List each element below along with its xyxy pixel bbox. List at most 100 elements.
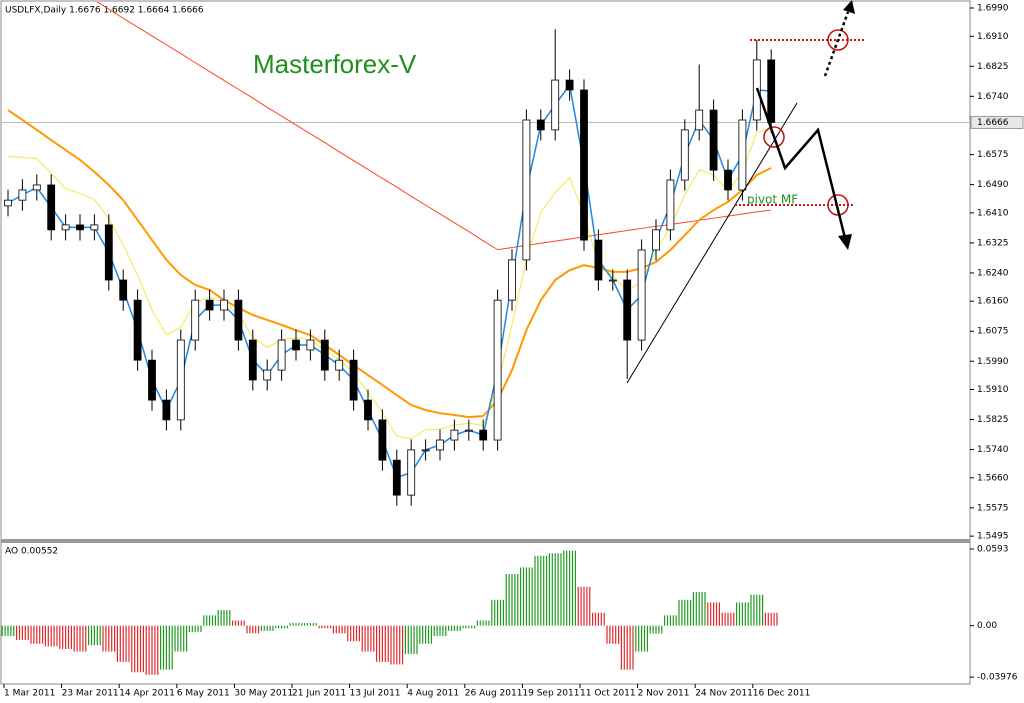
y-tick-label: 1.6910: [977, 32, 1009, 42]
candle-body: [436, 439, 444, 451]
annotation: pivot MF: [747, 193, 798, 207]
candle-body: [637, 249, 646, 341]
candle-body: [148, 359, 156, 401]
candle-body: [666, 179, 675, 231]
x-tick-label: 23 Mar 2011: [62, 689, 119, 699]
x-tick-label: 30 May 2011: [234, 689, 293, 699]
candle-body: [90, 224, 99, 231]
candle-body: [522, 119, 531, 261]
y-tick-label: 1.6825: [977, 62, 1009, 72]
ao-title: AO 0.00552: [5, 547, 58, 557]
y-tick-label: 1.5740: [977, 445, 1009, 455]
arrow-head: [838, 234, 852, 250]
candle-body: [349, 359, 358, 401]
x-tick-label: 1 Mar 2011: [4, 689, 55, 699]
candle-body: [47, 184, 56, 231]
y-tick-label: 1.5825: [977, 415, 1009, 425]
frame: [0, 0, 971, 685]
y-tick-label: 1.6990: [977, 4, 1009, 14]
candle-body: [4, 199, 12, 207]
candle-body: [594, 239, 603, 281]
candle-body: [738, 119, 747, 191]
candle-body: [32, 184, 41, 191]
y-tick-label: 1.6325: [977, 238, 1009, 248]
candle-body: [464, 429, 473, 432]
candle-body: [205, 299, 214, 311]
last-price-box: [970, 115, 1024, 129]
candle-body: [364, 399, 372, 421]
candle-body: [724, 169, 732, 191]
candle-body: [652, 229, 660, 251]
x-tick-label: 19 Sep 2011: [522, 689, 579, 699]
chart-title: USDLFX,Daily 1.6676 1.6692 1.6664 1.6666: [5, 6, 204, 16]
candle-body: [162, 399, 171, 421]
candle-body: [551, 79, 560, 131]
candle-body: [450, 429, 459, 441]
candle-body: [536, 119, 545, 131]
y-tick-label: 1.6490: [977, 180, 1009, 190]
forecast-arrow: [755, 87, 847, 239]
candle-body: [104, 224, 113, 281]
candle-body: [479, 429, 488, 441]
ao-pane: [1, 550, 778, 675]
candle-body: [695, 109, 704, 131]
candle-body: [680, 129, 689, 181]
x-tick-label: 6 May 2011: [177, 689, 230, 699]
last-price-label: 1.6666: [977, 118, 1009, 128]
drawings: [626, 0, 866, 384]
candle-body: [133, 299, 142, 361]
candle-body: [191, 299, 200, 341]
candle-body: [508, 259, 516, 301]
arrow-head: [843, 0, 855, 14]
price-pane: [0, 2, 970, 506]
y-tick-label: 1.6160: [977, 297, 1009, 307]
y-tick-label: 0.00: [977, 621, 997, 631]
candle-body: [335, 359, 344, 371]
candle-body: [306, 339, 315, 351]
x-tick-label: 4 Aug 2011: [407, 689, 459, 699]
x-tick-label: 16 Dec 2011: [753, 689, 811, 699]
moving-average: [96, 2, 772, 251]
candle-body: [234, 299, 243, 341]
y-tick-label: 1.5660: [977, 473, 1009, 483]
candle-body: [421, 449, 430, 452]
candle-body: [176, 339, 185, 421]
candle-body: [709, 109, 718, 171]
annotation: Masterforex-V: [253, 49, 417, 79]
y-tick-label: 1.5910: [977, 385, 1009, 395]
y-tick-label: 1.6240: [977, 268, 1009, 278]
y-tick-label: 1.5495: [977, 532, 1009, 542]
x-tick-label: 11 Oct 2011: [580, 689, 636, 699]
candle-body: [565, 79, 574, 91]
pane-separator: [1, 539, 970, 543]
candle-body: [119, 279, 128, 301]
circle-marker: [763, 126, 785, 148]
candle-body: [248, 339, 257, 381]
candle-body: [76, 224, 84, 231]
candle-body: [18, 189, 27, 201]
y-tick-label: 1.5990: [977, 357, 1009, 367]
candle-body: [220, 299, 228, 311]
y-tick-label: 1.6740: [977, 92, 1009, 102]
x-tick-label: 24 Nov 2011: [695, 689, 753, 699]
y-tick-label: -0.03976: [977, 673, 1018, 683]
candle-body: [320, 339, 329, 371]
candle-body: [493, 299, 502, 441]
candle-body: [623, 279, 632, 341]
candle-body: [580, 89, 588, 241]
candle-body: [61, 224, 70, 231]
x-tick-label: 26 Aug 2011: [465, 689, 523, 699]
candle-body: [378, 419, 387, 461]
candle-body: [277, 339, 286, 371]
y-tick-label: 0.0593: [977, 544, 1009, 554]
candle-body: [608, 279, 617, 282]
forecast-arrow: [823, 11, 850, 77]
x-tick-label: 14 Apr 2011: [119, 689, 175, 699]
trend-line: [626, 102, 798, 384]
y-tick-label: 1.6075: [977, 327, 1009, 337]
circle-marker: [827, 29, 849, 51]
x-tick-label: 21 Jun 2011: [292, 689, 346, 699]
y-tick-label: 1.6575: [977, 150, 1009, 160]
candle-body: [292, 339, 300, 351]
x-tick-label: 2 Nov 2011: [638, 689, 690, 699]
